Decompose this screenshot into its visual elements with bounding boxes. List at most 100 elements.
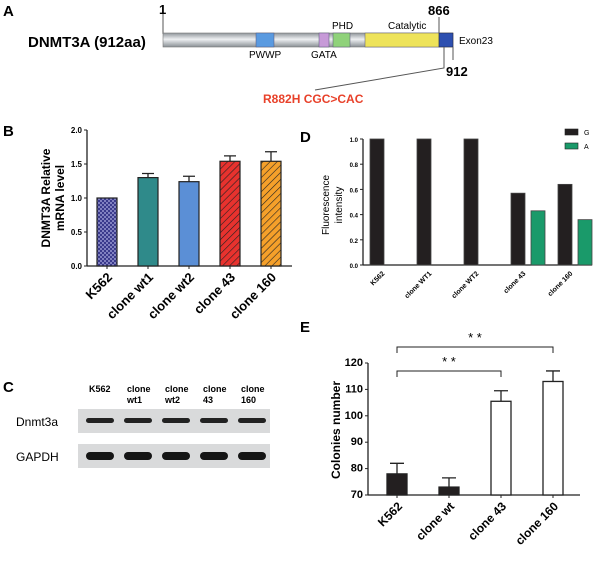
- mutation-label: R882H CGC>CAC: [263, 92, 364, 106]
- error-bar: [494, 390, 508, 402]
- y-axis-label: Fluorescence: [321, 175, 332, 235]
- y-tick-label: 110: [345, 383, 363, 395]
- legend-label: G: [584, 130, 589, 137]
- bar: [260, 160, 282, 267]
- y-tick-label: 80: [351, 463, 363, 475]
- error-bar: [265, 151, 277, 162]
- panel-label-a: A: [3, 3, 14, 20]
- y-axis-label: intensity: [334, 187, 345, 224]
- y-tick-label: 1.5: [71, 160, 83, 169]
- significance-label: * *: [468, 330, 482, 345]
- error-bar: [183, 175, 195, 182]
- lane-label: clone: [203, 384, 227, 394]
- bar-A: [577, 219, 593, 266]
- domain-catalytic: [364, 32, 440, 48]
- bar: [137, 177, 159, 267]
- western-blot: Dnmt3a GAPDH K562 clonewt1clonewt2clone43…: [16, 384, 270, 468]
- y-axis-label: DNMT3A Relative: [39, 148, 53, 247]
- y-axis-label: Colonies number: [329, 381, 343, 479]
- domain-pwwp: [255, 32, 275, 48]
- significance-bracket: [396, 370, 502, 377]
- band-dnmt3a: [200, 418, 228, 423]
- x-tick-label: clone WT2: [451, 270, 481, 300]
- error-bar: [390, 462, 404, 474]
- significance-label: * *: [442, 354, 456, 369]
- band-gapdh: [200, 452, 228, 460]
- significance-bracket: [396, 346, 554, 353]
- gata-label: GATA: [311, 50, 337, 61]
- band-dnmt3a: [238, 418, 266, 423]
- x-tick-label: K562: [375, 499, 405, 529]
- row-label-dnmt3a: Dnmt3a: [16, 415, 58, 429]
- band-gapdh: [124, 452, 152, 460]
- y-axis-label: mRNA level: [53, 165, 67, 231]
- y-tick-label: 1.0: [71, 194, 83, 203]
- lane-label: clone: [165, 384, 189, 394]
- y-tick-label: 70: [351, 489, 363, 501]
- band-gapdh: [86, 452, 114, 460]
- bar-G: [510, 192, 526, 266]
- lane-label: wt2: [164, 395, 180, 405]
- bar-G: [557, 183, 573, 266]
- x-tick-label: K562: [83, 270, 116, 303]
- y-tick-label: 0.8: [350, 163, 359, 169]
- bar: [219, 160, 241, 267]
- protein-diagram: DNMT3A (912aa) 1 PWWP GATA PHD Catalytic…: [28, 2, 493, 106]
- x-tick-label: clone 160: [547, 270, 575, 298]
- y-tick-label: 1.0: [350, 138, 359, 144]
- panel-label-c: C: [3, 379, 14, 396]
- x-tick-label: clone 43: [465, 499, 509, 543]
- band-dnmt3a: [86, 418, 114, 423]
- mutation-pointer: [314, 47, 445, 91]
- band-gapdh: [238, 452, 266, 460]
- lane-label: wt1: [126, 395, 142, 405]
- lane-label: clone: [127, 384, 151, 394]
- label-912: 912: [446, 64, 468, 79]
- lane-label: K562: [89, 384, 111, 394]
- y-tick-label: 0.6: [350, 188, 359, 194]
- error-bar: [224, 155, 236, 162]
- exon23-segment: [438, 32, 454, 48]
- bar-G: [416, 138, 432, 266]
- y-tick-label: 0.0: [350, 264, 359, 270]
- panel-label-e: E: [300, 319, 310, 336]
- y-tick-label: 0.4: [350, 214, 359, 220]
- legend-swatch: [564, 142, 579, 150]
- y-tick-label: 0.0: [71, 262, 83, 271]
- lane-label: 160: [241, 395, 256, 405]
- bar: [386, 473, 408, 496]
- y-tick-label: 0.5: [71, 228, 83, 237]
- legend-label: A: [584, 144, 589, 151]
- y-tick-label: 0.2: [350, 239, 359, 245]
- bar: [542, 380, 564, 496]
- exon23-label: Exon23: [459, 36, 493, 47]
- protein-name: DNMT3A (912aa): [28, 34, 146, 51]
- domain-phd: [332, 32, 351, 48]
- x-tick-label: clone 160: [513, 499, 562, 548]
- y-tick-label: 90: [351, 436, 363, 448]
- panel-label-b: B: [3, 123, 14, 140]
- x-tick-label: clone WT1: [404, 270, 434, 300]
- band-dnmt3a: [162, 418, 190, 423]
- catalytic-label: Catalytic: [388, 21, 426, 32]
- x-tick-label: clone wt: [413, 499, 457, 543]
- bar-G: [463, 138, 479, 266]
- panel-label-d: D: [300, 129, 311, 146]
- band-gapdh: [162, 452, 190, 460]
- x-tick-label: K562: [370, 270, 387, 287]
- bar: [490, 400, 512, 496]
- domain-gata: [318, 32, 330, 48]
- phd-label: PHD: [332, 21, 353, 32]
- bar-G: [369, 138, 385, 266]
- lane-label: clone: [241, 384, 265, 394]
- error-bar: [142, 172, 154, 178]
- chart-e: 70 80 90 100 110 120 K562 clone wt clone 43 clone…: [329, 330, 580, 548]
- start-label: 1: [159, 2, 166, 17]
- pwwp-label: PWWP: [249, 50, 282, 61]
- bar: [438, 486, 460, 496]
- chart-d: 0.0 0.2 0.4 0.6 0.8 1.0 K562 clone WT1 clone WT2…: [321, 128, 593, 300]
- bar-A: [530, 210, 546, 266]
- bar: [96, 197, 118, 267]
